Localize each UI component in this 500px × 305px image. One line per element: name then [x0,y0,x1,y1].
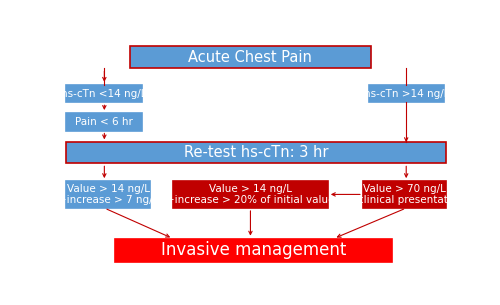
Text: Invasive management: Invasive management [160,241,346,259]
FancyBboxPatch shape [66,181,150,208]
FancyBboxPatch shape [66,113,142,131]
FancyBboxPatch shape [66,142,446,163]
Text: Re-test hs-cTn: 3 hr: Re-test hs-cTn: 3 hr [184,145,328,160]
Text: Acute Chest Pain: Acute Chest Pain [188,50,312,65]
Text: hs-cTn <14 ng/L: hs-cTn <14 ng/L [62,88,147,99]
Text: hs-cTn >14 ng/L: hs-cTn >14 ng/L [364,88,449,99]
FancyBboxPatch shape [66,85,142,102]
FancyBboxPatch shape [130,46,370,68]
FancyBboxPatch shape [363,181,446,208]
FancyBboxPatch shape [115,239,392,262]
Text: Pain < 6 hr: Pain < 6 hr [75,117,133,127]
Text: Value > 70 ng/L
+ clinical presentation: Value > 70 ng/L + clinical presentation [346,184,464,205]
FancyBboxPatch shape [173,181,328,208]
Text: Value > 14 ng/L
+increase > 20% of initial value: Value > 14 ng/L +increase > 20% of initi… [166,184,334,205]
Text: Value > 14 ng/L
+increase > 7 ng/L: Value > 14 ng/L +increase > 7 ng/L [58,184,158,205]
FancyBboxPatch shape [368,85,444,102]
